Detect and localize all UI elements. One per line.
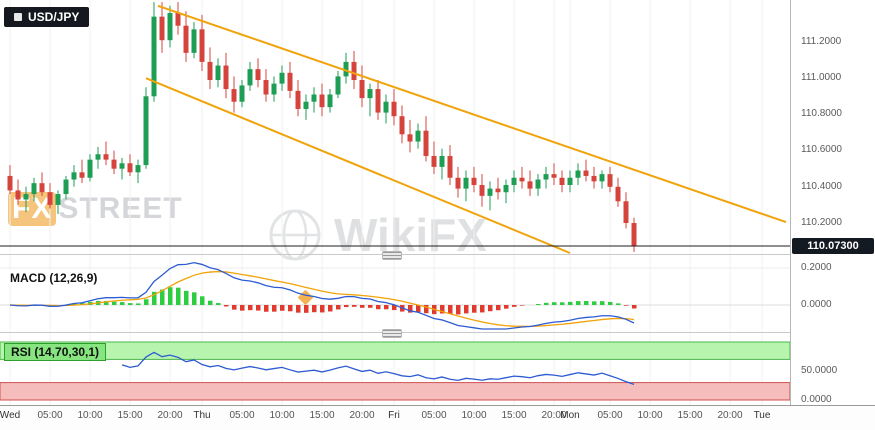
- price-axis-label: 111.0000: [801, 72, 842, 83]
- time-axis-label: 10:00: [637, 410, 663, 421]
- panel-resize-handle[interactable]: [382, 251, 402, 260]
- wikifx-logo-text: WikiFX: [334, 209, 487, 261]
- panel-separator: [0, 254, 875, 255]
- price-axis-label: 110.4000: [801, 181, 842, 192]
- fxstreet-logo-text: STREET: [58, 192, 183, 225]
- rsi-axis-label: 0.0000: [801, 394, 832, 405]
- time-axis-label: 05:00: [37, 410, 63, 421]
- price-axis-label: 110.8000: [801, 108, 842, 119]
- globe-icon: [269, 209, 321, 261]
- symbol-badge: USD/JPY: [4, 7, 90, 27]
- time-axis-label: Fri: [388, 410, 400, 421]
- price-axis-label: 110.2000: [801, 217, 842, 228]
- time-axis-label: 10:00: [269, 410, 295, 421]
- time-axis-label: 15:00: [117, 410, 143, 421]
- time-axis-label: 05:00: [229, 410, 255, 421]
- time-axis-label: Wed: [0, 410, 21, 421]
- time-axis-label: 05:00: [421, 410, 447, 421]
- macd-axis-label: 0.0000: [801, 299, 832, 310]
- current-price-badge: 110.07300: [792, 238, 874, 254]
- macd-label: MACD (12,26,9): [4, 270, 104, 286]
- time-axis[interactable]: Wed 05:00 10:00 15:00 20:00 Thu 05:00 10:00 15:0…: [0, 405, 875, 430]
- symbol-label: USD/JPY: [28, 10, 80, 24]
- time-axis-label: 20:00: [349, 410, 375, 421]
- rsi-axis-label: 50.0000: [801, 365, 838, 376]
- price-axis-label: 111.2000: [801, 36, 842, 47]
- time-axis-label: 15:00: [677, 410, 703, 421]
- rsi-label: RSI (14,70,30,1): [4, 343, 107, 361]
- wikifx-watermark: WikiFX: [268, 208, 487, 262]
- time-axis-label: Thu: [193, 410, 211, 421]
- instrument-icon: [14, 13, 22, 21]
- time-axis-label: 20:00: [717, 410, 743, 421]
- time-axis-label: Tue: [753, 410, 771, 421]
- time-axis-label: 15:00: [309, 410, 335, 421]
- time-axis-label: Mon: [560, 410, 580, 421]
- time-axis-label: 10:00: [461, 410, 487, 421]
- chart-canvas[interactable]: [0, 0, 790, 405]
- panel-resize-handle[interactable]: [382, 329, 402, 338]
- time-axis-label: 05:00: [597, 410, 623, 421]
- time-axis-label: 10:00: [77, 410, 103, 421]
- panel-separator: [0, 332, 875, 333]
- time-axis-label: 20:00: [157, 410, 183, 421]
- time-axis-label: 20:00: [541, 410, 567, 421]
- price-axis-label: 110.6000: [801, 144, 842, 155]
- time-axis-label: 15:00: [501, 410, 527, 421]
- macd-axis-label: 0.2000: [801, 262, 832, 273]
- price-axis[interactable]: 111.2000 111.0000 110.8000 110.6000 110.…: [790, 0, 875, 405]
